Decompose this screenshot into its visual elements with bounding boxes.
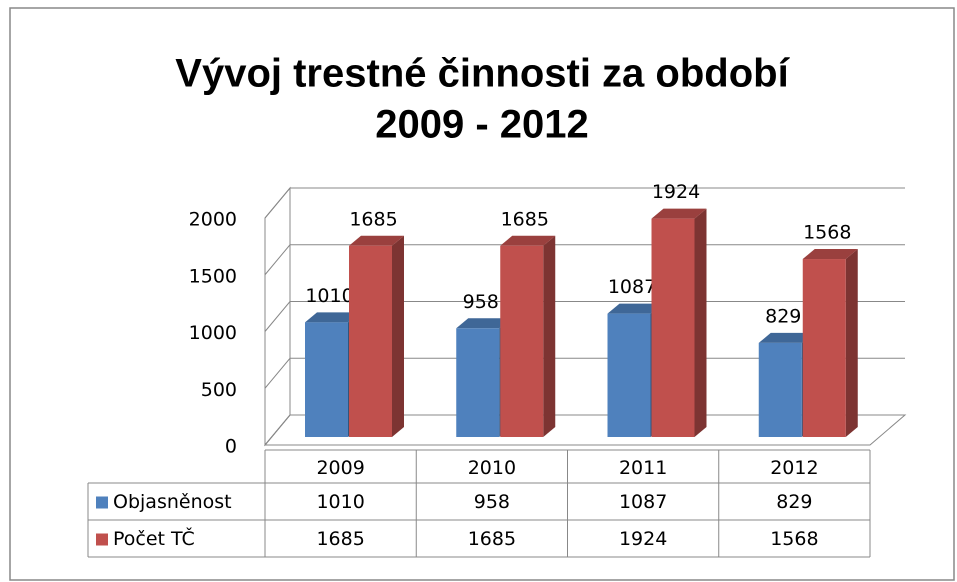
bar-top — [802, 249, 858, 260]
bar-side — [694, 208, 707, 437]
y-tick-label: 500 — [201, 379, 237, 401]
table-value: 829 — [776, 491, 812, 513]
data-label: 1568 — [803, 222, 851, 244]
chart-title: 2009 - 2012 — [375, 103, 589, 147]
bar — [305, 322, 348, 437]
bar — [802, 259, 846, 437]
bar-top — [305, 312, 360, 323]
table-value: 1685 — [468, 528, 516, 550]
table-value: 1568 — [770, 528, 818, 550]
bar — [500, 245, 544, 437]
bar-side — [845, 249, 858, 437]
y-tick-label: 2000 — [189, 209, 237, 231]
y-tick-label: 0 — [225, 436, 237, 458]
data-label: 1685 — [501, 208, 549, 230]
bar-top — [500, 235, 556, 246]
table-value: 1010 — [316, 491, 364, 513]
bar-top — [456, 318, 512, 329]
bar — [607, 313, 651, 437]
bar-top — [349, 235, 404, 246]
bar-side — [543, 235, 556, 437]
data-label: 1087 — [608, 276, 656, 298]
x-tick-label: 2011 — [619, 457, 667, 479]
table-value: 1087 — [619, 491, 667, 513]
bar — [349, 245, 392, 437]
data-label: 958 — [463, 291, 499, 313]
table-value: 1924 — [619, 528, 667, 550]
x-tick-label: 2010 — [468, 457, 516, 479]
chart-title: Vývoj trestné činnosti za období — [175, 52, 790, 96]
data-label: 1685 — [349, 208, 397, 230]
bar-top — [607, 303, 663, 314]
legend-swatch — [96, 533, 108, 546]
y-tick-label: 1000 — [189, 322, 237, 344]
bar-side — [392, 235, 404, 437]
x-tick-label: 2012 — [770, 457, 818, 479]
data-label: 1924 — [652, 181, 700, 203]
x-tick-label: 2009 — [316, 457, 364, 479]
legend-label: Objasněnost — [113, 491, 232, 513]
bar-top — [758, 332, 814, 343]
table-value: 958 — [474, 491, 510, 513]
bar — [758, 342, 802, 437]
bar — [456, 328, 500, 437]
bar — [651, 218, 695, 437]
data-label: 1010 — [305, 285, 353, 307]
bar-top — [651, 208, 707, 219]
y-tick-label: 1500 — [189, 265, 237, 287]
legend-label: Počet TČ — [113, 526, 195, 550]
grid-line — [264, 187, 905, 219]
table-value: 1685 — [316, 528, 364, 550]
data-label: 829 — [765, 305, 801, 327]
chart-frame — [9, 7, 955, 581]
legend-swatch — [96, 496, 108, 509]
